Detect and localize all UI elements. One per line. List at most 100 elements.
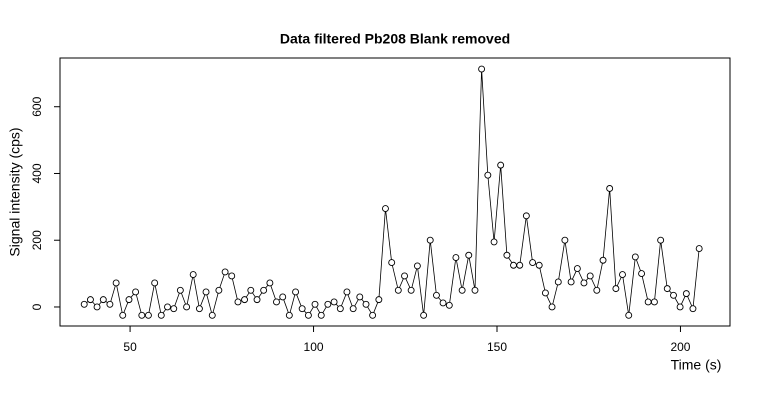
point (695, 245, 703, 253)
point (279, 293, 287, 301)
point (195, 305, 203, 313)
point (253, 296, 261, 304)
point (221, 268, 229, 276)
point (273, 298, 280, 306)
point (241, 296, 249, 304)
point (349, 305, 357, 313)
x-tick-label: 100 (304, 340, 324, 354)
point (631, 253, 639, 261)
point (215, 286, 223, 294)
point (413, 262, 421, 270)
point (132, 288, 140, 296)
point (644, 298, 652, 306)
x-tick-label: 200 (670, 340, 690, 354)
point (606, 185, 614, 192)
point (247, 286, 255, 294)
point (164, 303, 171, 311)
point (580, 279, 588, 287)
point (157, 311, 165, 319)
point (586, 272, 594, 280)
point (650, 298, 658, 306)
point (484, 171, 492, 179)
point (619, 271, 626, 279)
point (407, 286, 415, 294)
x-axis-label: Time (s) (671, 357, 722, 373)
point (529, 259, 537, 267)
point (324, 300, 332, 308)
point (394, 286, 402, 294)
point (593, 286, 601, 294)
point (465, 251, 473, 259)
point (522, 212, 530, 220)
point (311, 300, 319, 308)
point (625, 311, 633, 319)
point (445, 301, 453, 309)
point (458, 286, 466, 294)
point (234, 298, 242, 306)
y-axis-label: Signal intensity (cps) (7, 127, 23, 256)
point (260, 286, 268, 294)
point (548, 303, 556, 311)
point (298, 305, 306, 313)
point (80, 300, 88, 308)
point (112, 279, 120, 287)
point (490, 238, 498, 246)
point (541, 289, 549, 297)
point (292, 288, 300, 296)
point (554, 278, 562, 286)
point (426, 236, 434, 244)
point (471, 286, 479, 294)
y-tick-label: 200 (30, 230, 44, 250)
point (433, 291, 440, 299)
point (676, 303, 684, 311)
point (228, 272, 236, 280)
point (266, 279, 274, 287)
point (497, 161, 505, 169)
point (682, 290, 690, 298)
point (99, 296, 107, 304)
point (106, 300, 114, 308)
point (119, 311, 127, 319)
point (208, 311, 216, 319)
point (689, 305, 697, 313)
x-tick-label: 150 (487, 340, 507, 354)
plot-frame (59, 57, 731, 327)
point (401, 272, 408, 280)
point (670, 291, 677, 299)
point (638, 270, 646, 278)
point (285, 311, 293, 319)
point (567, 278, 575, 286)
point (657, 236, 665, 244)
y-tick-label: 600 (30, 96, 44, 116)
point (317, 311, 325, 319)
point (87, 296, 94, 304)
point (369, 311, 377, 319)
point (452, 254, 460, 262)
point (176, 286, 184, 294)
point (599, 256, 607, 264)
point (420, 311, 428, 319)
point (202, 288, 210, 296)
point (388, 259, 396, 267)
y-tick-label: 0 (30, 303, 44, 310)
point (93, 303, 101, 311)
point (503, 251, 511, 259)
point (561, 236, 569, 244)
point (330, 298, 338, 306)
point (151, 279, 159, 287)
point (183, 303, 191, 311)
x-tick-label: 50 (123, 340, 137, 354)
point (189, 271, 197, 279)
point (336, 305, 344, 313)
point (362, 300, 370, 308)
point (535, 261, 543, 269)
point (516, 261, 524, 269)
point (382, 205, 389, 212)
point (573, 265, 581, 273)
point (612, 285, 620, 293)
point (170, 305, 178, 313)
chart-title: Data filtered Pb208 Blank removed (280, 31, 510, 47)
point (144, 311, 152, 319)
